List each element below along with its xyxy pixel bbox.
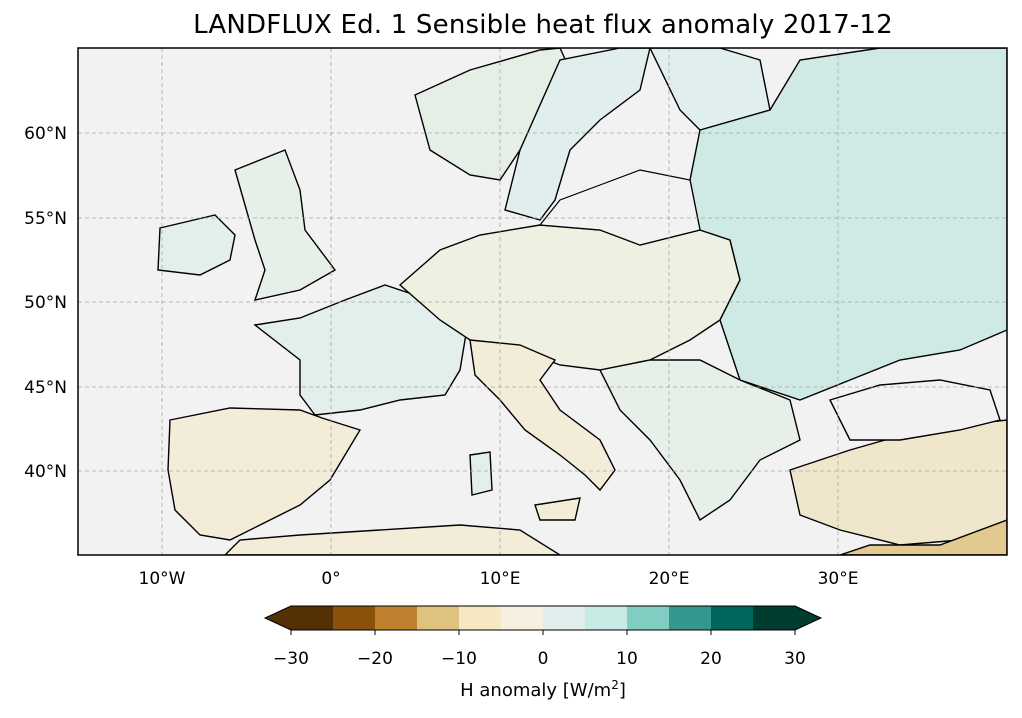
map-title: LANDFLUX Ed. 1 Sensible heat flux anomal… [193,10,893,40]
land-eastern-europe [689,48,1007,401]
black-sea [829,379,1001,441]
land-areas [157,48,1007,555]
colorbar-tick-label: −30 [273,649,309,669]
colorbar-segment [459,606,502,630]
y-tick-label: 40°N [24,462,67,482]
y-tick-label: 60°N [24,124,67,144]
colorbar-extend-min [265,606,291,630]
colorbar-segment [711,606,754,630]
colorbar-tick-label: 30 [784,649,806,669]
x-tick-label: 0° [321,569,340,589]
gridlines [78,48,1007,555]
land-sicily [534,497,581,521]
colorbar-segment [585,606,628,630]
y-tick-label: 55°N [24,209,67,229]
colorbar-tick-label: 10 [616,649,638,669]
land-sweden [504,48,651,221]
land-france [253,284,469,416]
colorbar-tick-label: −10 [441,649,477,669]
colorbar-tick-label: 0 [538,649,549,669]
land-great-britain [234,149,337,301]
colorbar-segment [333,606,376,630]
colorbar-label: H anomaly [W/m2] [460,678,626,701]
x-axis-labels: 10°W 0° 10°E 20°E 30°E [139,569,859,589]
land-italy [469,339,616,492]
land-iberia [167,407,362,541]
land-sardinia [469,451,493,496]
land-balkans [598,359,801,522]
y-tick-label: 50°N [24,293,67,313]
x-tick-label: 10°W [139,569,186,589]
x-tick-label: 10°E [480,569,521,589]
x-tick-label: 20°E [649,569,690,589]
x-tick-label: 30°E [818,569,859,589]
y-tick-label: 45°N [24,378,67,398]
colorbar-segment [753,606,796,630]
land-north-africa-east [839,519,1007,555]
colorbar-tick-label: −20 [357,649,393,669]
colorbar-tick-labels: −30 −20 −10 0 10 20 30 [273,649,806,669]
baltic-sea [538,169,701,246]
land-north-africa [224,524,562,555]
map-frame [77,47,1008,556]
colorbar-tick-label: 20 [700,649,722,669]
colorbar-segment [669,606,712,630]
colorbar-segment [543,606,586,630]
colorbar-segment [417,606,460,630]
colorbar-segment [501,606,544,630]
colorbar-segment [627,606,670,630]
colorbar-extend-max [795,606,821,630]
colorbar [263,605,823,635]
colorbar-segment [291,606,334,630]
y-axis-labels: 60°N 55°N 50°N 45°N 40°N [24,124,67,482]
land-ireland [157,214,236,276]
colorbar-segment [375,606,418,630]
